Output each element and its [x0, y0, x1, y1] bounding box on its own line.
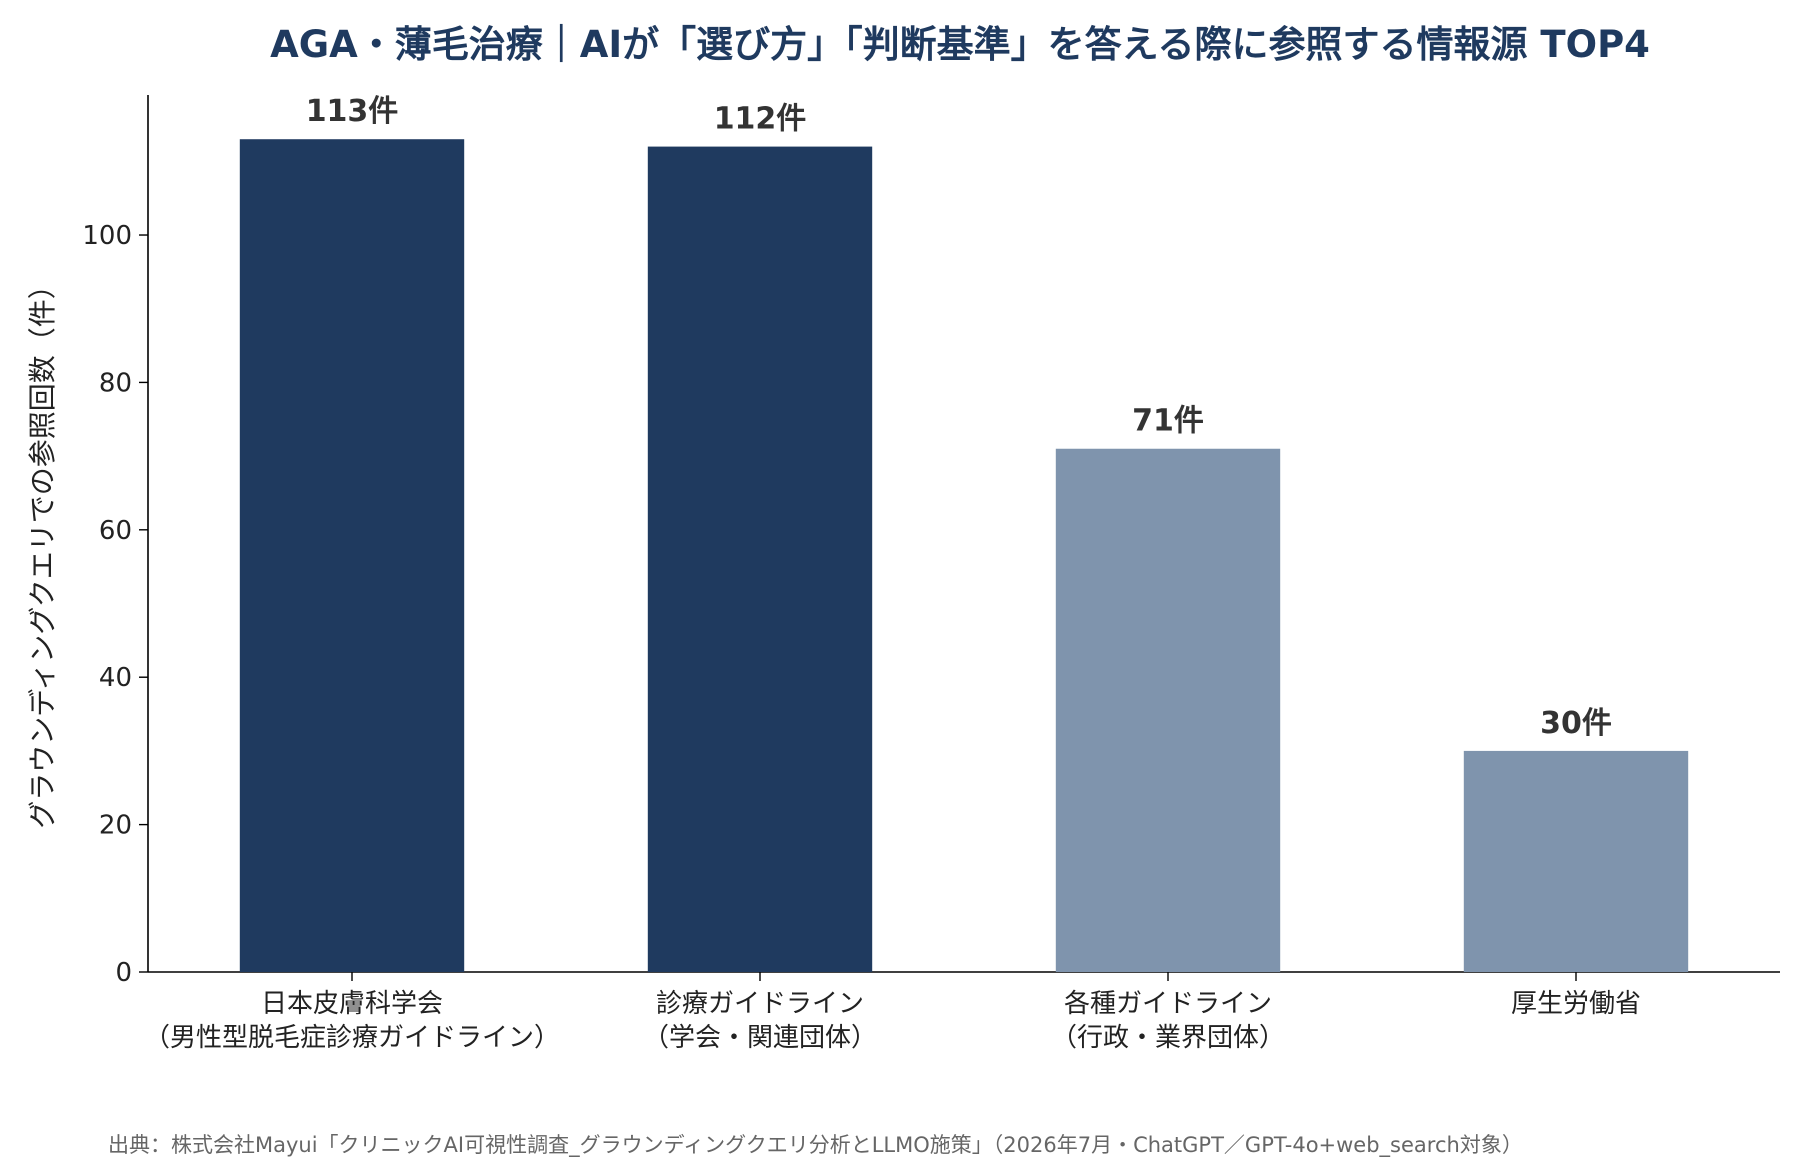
- bar-value-label: 30件: [1540, 706, 1612, 741]
- y-tick-label: 40: [99, 663, 132, 693]
- y-tick-label: 100: [82, 221, 132, 251]
- source-note: 出典：株式会社Mayui「クリニックAI可視性調査_グラウンディングクエリ分析と…: [108, 1133, 1523, 1158]
- bar: [1463, 750, 1689, 972]
- bar: [239, 139, 465, 972]
- y-axis-label: グラウンディングクエリでの参照回数（件）: [26, 271, 59, 828]
- y-tick-label: 0: [115, 958, 132, 988]
- bar: [1055, 448, 1281, 972]
- x-tick-label: 診療ガイドライン（学会・関連団体）: [643, 989, 877, 1053]
- x-tick-label: 厚生労働省: [1511, 989, 1641, 1019]
- bar-value-label: 71件: [1132, 404, 1204, 439]
- y-tick-label: 20: [99, 811, 132, 841]
- x-tick-label: 各種ガイドライン（行政・業界団体）: [1051, 989, 1285, 1053]
- y-tick-label: 80: [99, 368, 132, 398]
- bar: [647, 146, 873, 972]
- chart-title: AGA・薄毛治療｜AIが「選び方」「判断基準」を答える際に参照する情報源 TOP…: [270, 23, 1650, 66]
- bar-value-label: 112件: [714, 102, 807, 137]
- x-tick-label: 日本皮膚科学会（男性型脱毛症診療ガイドライン）: [144, 989, 560, 1053]
- y-tick-label: 60: [99, 516, 132, 546]
- bar-value-label: 113件: [306, 94, 399, 129]
